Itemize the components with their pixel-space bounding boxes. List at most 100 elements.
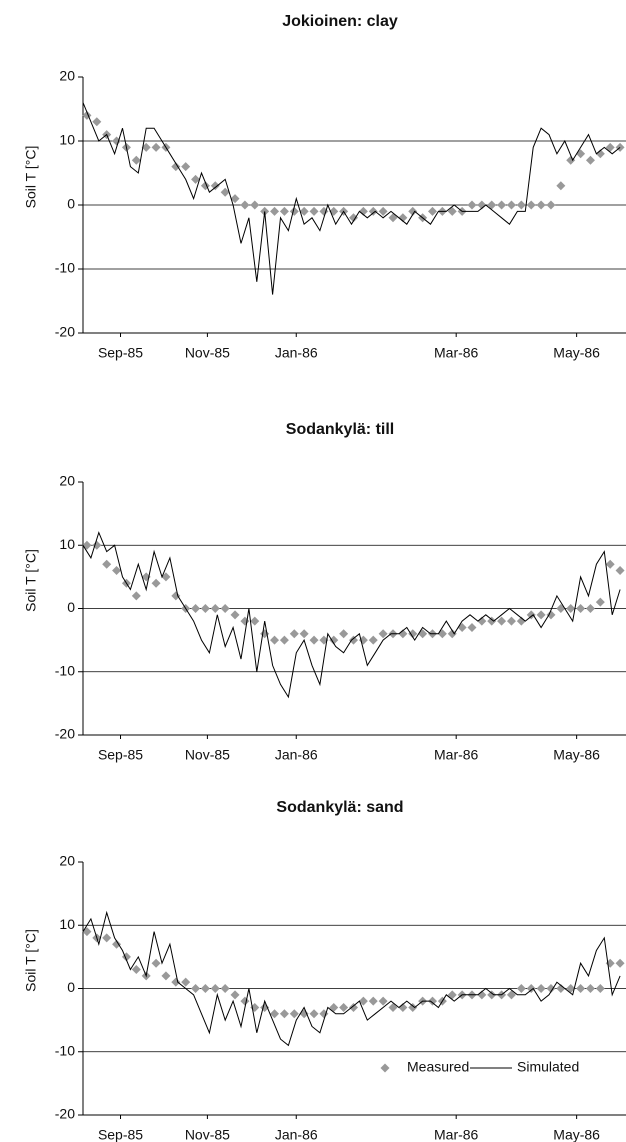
- measured-point: [358, 996, 368, 1006]
- measured-point: [487, 990, 497, 1000]
- measured-point: [487, 200, 497, 210]
- y-tick-label: 20: [59, 68, 75, 84]
- x-tick-label: Sep-85: [98, 1127, 143, 1142]
- y-tick-label: -10: [55, 260, 75, 276]
- x-tick-label: Jan-86: [275, 1127, 318, 1142]
- measured-point: [92, 117, 102, 127]
- measured-point: [171, 162, 181, 172]
- measured-point: [566, 155, 576, 165]
- measured-point: [200, 984, 210, 993]
- measured-point: [556, 604, 566, 613]
- measured-point: [497, 616, 507, 626]
- measured-point: [289, 629, 299, 639]
- measured-point: [151, 578, 161, 588]
- measured-point: [487, 616, 497, 626]
- measured-point: [427, 206, 437, 216]
- measured-point: [289, 1009, 299, 1019]
- y-axis-label: Soil T [°C]: [23, 549, 39, 612]
- measured-point: [605, 559, 615, 569]
- y-tick-label: -10: [55, 662, 75, 678]
- measured-point: [595, 597, 605, 607]
- legend-label: Measured: [407, 1059, 469, 1075]
- x-tick-label: Sep-85: [98, 747, 143, 763]
- x-tick-label: Jan-86: [275, 345, 318, 361]
- measured-point: [506, 990, 516, 1000]
- measured-point: [240, 200, 250, 210]
- measured-point: [378, 629, 388, 639]
- y-tick-label: -20: [55, 726, 75, 742]
- measured-point: [131, 155, 141, 165]
- measured-point: [536, 200, 546, 210]
- measured-point: [299, 629, 309, 639]
- measured-point: [339, 629, 349, 639]
- x-tick-label: Sep-85: [98, 345, 143, 361]
- y-tick-label: -10: [55, 1042, 75, 1058]
- measured-point: [546, 200, 556, 210]
- measured-point: [506, 200, 516, 210]
- measured-point: [526, 610, 536, 620]
- measured-point: [585, 155, 595, 165]
- measured-point: [161, 971, 171, 981]
- measured-point: [240, 996, 250, 1006]
- y-tick-label: 20: [59, 853, 75, 869]
- measured-point: [181, 977, 191, 987]
- measured-point: [289, 206, 299, 216]
- measured-point: [181, 162, 191, 172]
- measured-point: [151, 958, 161, 968]
- measured-point: [378, 206, 388, 216]
- measured-point: [191, 984, 201, 993]
- x-tick-label: Nov-85: [185, 345, 230, 361]
- measured-point: [427, 996, 437, 1006]
- measured-point: [191, 604, 201, 613]
- x-tick-label: Mar-86: [434, 345, 479, 361]
- measured-point: [279, 635, 289, 645]
- measured-point: [516, 984, 526, 993]
- x-tick-label: Nov-85: [185, 747, 230, 763]
- measured-point: [556, 984, 566, 993]
- measured-point: [270, 1009, 280, 1019]
- measured-point: [270, 635, 280, 645]
- measured-point: [210, 604, 220, 613]
- measured-point: [141, 142, 151, 152]
- x-tick-label: May-86: [553, 1127, 600, 1142]
- x-tick-label: Mar-86: [434, 1127, 479, 1142]
- measured-point: [506, 616, 516, 626]
- measured-point: [250, 616, 260, 626]
- measured-point: [536, 610, 546, 620]
- chart-title: Sodankylä: till: [286, 421, 394, 438]
- measured-point: [191, 174, 201, 184]
- measured-point: [388, 213, 398, 223]
- chart-title: Jokioinen: clay: [282, 13, 398, 30]
- measured-point: [329, 1002, 339, 1012]
- measured-point: [358, 206, 368, 216]
- measured-point: [200, 604, 210, 613]
- y-tick-label: -20: [55, 324, 75, 340]
- measured-point: [467, 622, 477, 632]
- measured-point: [615, 566, 625, 576]
- measured-point: [585, 984, 595, 993]
- measured-point: [339, 1002, 349, 1012]
- measured-point: [536, 984, 546, 993]
- measured-point: [398, 629, 408, 639]
- measured-point: [102, 559, 112, 569]
- y-tick-label: 20: [59, 473, 75, 489]
- measured-point: [309, 635, 319, 645]
- y-axis-label: Soil T [°C]: [23, 929, 39, 992]
- measured-point: [349, 635, 359, 645]
- measured-point: [467, 200, 477, 210]
- measured-point: [447, 629, 457, 639]
- measured-point: [210, 181, 220, 191]
- measured-point: [329, 635, 339, 645]
- measured-point: [576, 984, 586, 993]
- measured-point: [447, 206, 457, 216]
- measured-point: [230, 990, 240, 1000]
- measured-point: [82, 540, 92, 550]
- measured-point: [102, 933, 112, 943]
- measured-point: [309, 1009, 319, 1019]
- measured-point: [161, 572, 171, 582]
- measured-point: [576, 149, 586, 159]
- measured-point: [82, 927, 92, 937]
- y-tick-label: 0: [67, 599, 75, 615]
- measured-point: [595, 984, 605, 993]
